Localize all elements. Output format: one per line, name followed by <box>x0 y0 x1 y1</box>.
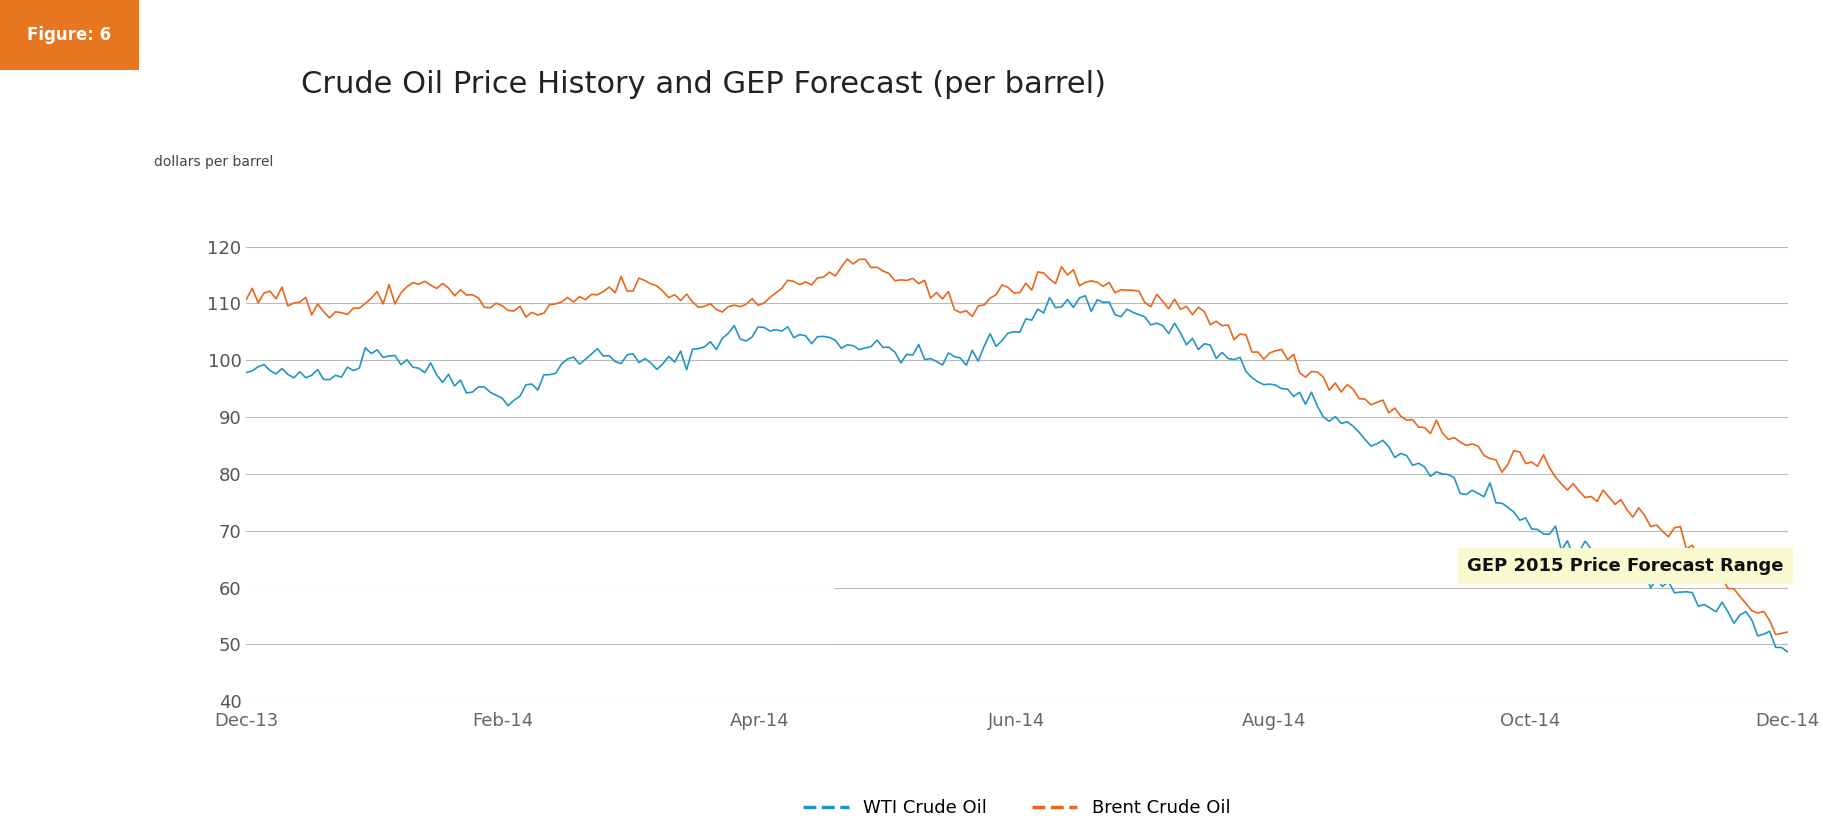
Text: GEP 2015 Price Forecast Range: GEP 2015 Price Forecast Range <box>1468 557 1783 575</box>
Text: Crude Oil Price History and GEP Forecast (per barrel): Crude Oil Price History and GEP Forecast… <box>301 70 1105 99</box>
Text: dollars per barrel: dollars per barrel <box>153 155 273 169</box>
Bar <box>246 587 833 644</box>
Text: Figure: 6: Figure: 6 <box>27 26 111 44</box>
Legend: WTI Crude Oil, Brent Crude Oil: WTI Crude Oil, Brent Crude Oil <box>797 792 1236 824</box>
